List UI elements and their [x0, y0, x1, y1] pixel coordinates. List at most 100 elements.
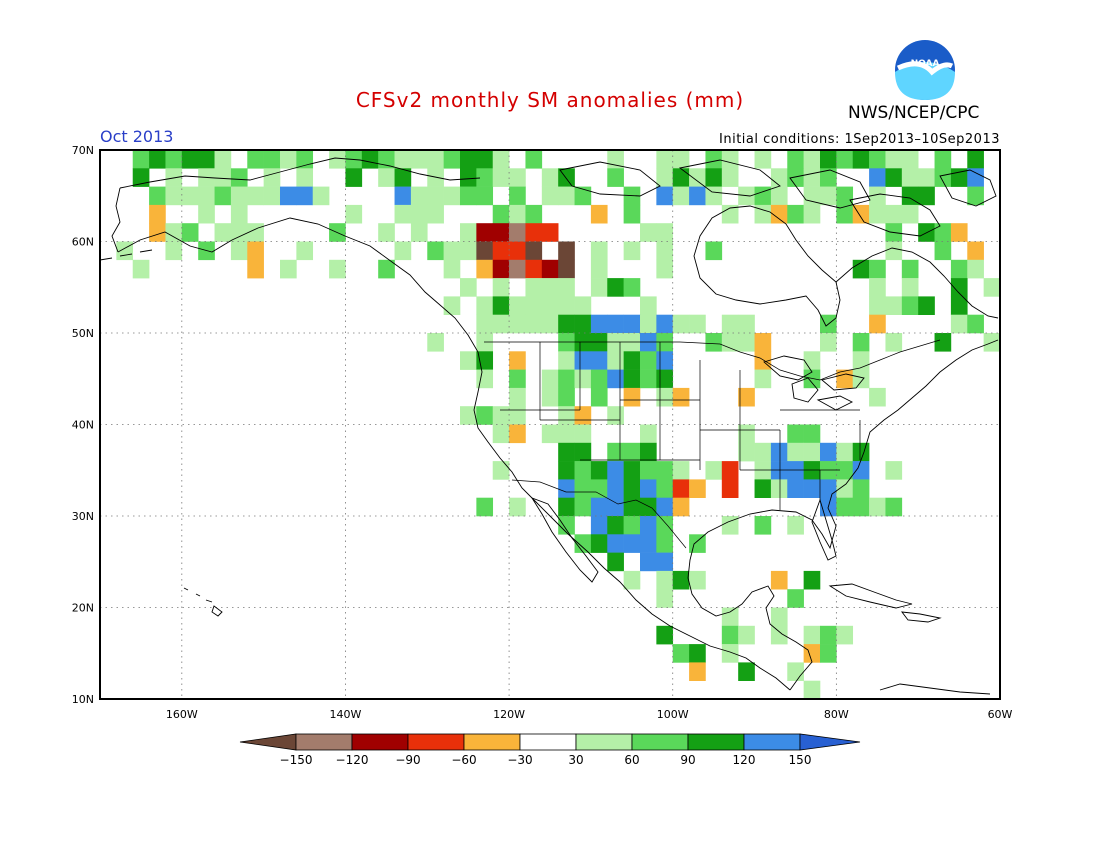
anomaly-cell [198, 150, 215, 169]
anomaly-cell [492, 296, 510, 315]
anomaly-cell [640, 479, 657, 498]
anomaly-cell [820, 479, 837, 498]
anomaly-cell [950, 314, 968, 334]
anomaly-cell [656, 552, 674, 572]
anomaly-cell [574, 406, 592, 425]
anomaly-cell [558, 186, 575, 206]
anomaly-cell [181, 186, 199, 206]
anomaly-cell [656, 625, 674, 645]
anomaly-cell [410, 204, 428, 224]
anomaly-cell [852, 369, 870, 389]
anomaly-cell [869, 314, 886, 334]
anomaly-cell [296, 241, 314, 261]
anomaly-cell [656, 497, 674, 517]
anomaly-cell [918, 296, 935, 315]
anomaly-cell [509, 424, 526, 444]
anomaly-cell [967, 186, 984, 206]
anomaly-cell [312, 186, 330, 206]
anomaly-cell [558, 479, 575, 498]
anomaly-cell [852, 497, 870, 517]
anomaly-cell [181, 223, 199, 242]
anomaly-cell [885, 241, 903, 261]
anomaly-cell [672, 168, 690, 187]
colorbar-label: −60 [451, 753, 476, 767]
anomaly-cell [754, 333, 772, 352]
longitude-tick-label: 160W [166, 708, 198, 721]
anomaly-cell [525, 150, 543, 169]
anomaly-cell [721, 333, 739, 352]
anomaly-cell [116, 241, 134, 261]
anomaly-cell [198, 204, 215, 224]
anomaly-cell [705, 150, 723, 169]
anomaly-cell [214, 223, 232, 242]
anomaly-cell [754, 186, 772, 206]
anomaly-cell [460, 278, 477, 297]
anomaly-cell [852, 150, 870, 169]
anomaly-cell [754, 150, 772, 169]
anomaly-cell [607, 351, 624, 370]
anomaly-cell [247, 186, 264, 206]
anomaly-cell [574, 351, 592, 370]
anomaly-cell [509, 186, 526, 206]
anomaly-cell [901, 278, 919, 297]
anomaly-cell [394, 186, 412, 206]
anomaly-cell [509, 296, 526, 315]
anomaly-cell [803, 424, 821, 444]
anomaly-cell [574, 186, 592, 206]
anomaly-cell [558, 424, 575, 444]
colorbar-label: 30 [568, 753, 583, 767]
anomaly-cell [345, 204, 363, 224]
anomaly-cell [476, 186, 494, 206]
anomaly-cell [885, 497, 903, 517]
anomaly-cell [754, 369, 772, 389]
anomaly-cell [509, 204, 526, 224]
anomaly-cell [672, 461, 690, 480]
anomaly-cell [820, 333, 837, 352]
anomaly-cell [623, 241, 641, 261]
anomaly-cell [934, 223, 952, 242]
anomaly-cell [492, 223, 510, 242]
anomaly-cell [656, 168, 674, 187]
color-bar: −150 −120 −90 −60 −30 30 60 90 120 150 [239, 733, 861, 767]
anomaly-cell [378, 223, 395, 242]
anomaly-cell [836, 204, 854, 224]
anomaly-cell [263, 168, 281, 187]
anomaly-cell [869, 186, 886, 206]
latitude-tick-label: 20N [72, 602, 94, 615]
anomaly-cell [869, 497, 886, 517]
anomaly-cell [607, 516, 624, 535]
anomaly-cell [672, 186, 690, 206]
anomaly-cell [509, 223, 526, 242]
anomaly-cell [132, 259, 150, 279]
colorbar-segment [575, 733, 633, 751]
anomaly-cell [541, 424, 559, 444]
anomaly-cell [689, 662, 706, 681]
anomaly-cell [427, 186, 444, 206]
anomaly-cell [640, 442, 657, 462]
anomaly-cell [836, 461, 854, 480]
anomaly-cell [656, 314, 674, 334]
anomaly-cell [460, 241, 477, 261]
anomaly-cell [541, 259, 559, 279]
anomaly-cell [329, 259, 346, 279]
colorbar-segment [463, 733, 521, 751]
coastlines [99, 157, 999, 695]
anomaly-cell [787, 204, 804, 224]
anomaly-cell [885, 150, 903, 169]
anomaly-cell [574, 296, 592, 315]
anomaly-cell [149, 186, 166, 206]
anomaly-cell [443, 186, 461, 206]
anomaly-cell [689, 168, 706, 187]
noaa-logo-text: NOAA [911, 59, 940, 69]
anomaly-cell [656, 259, 674, 279]
anomaly-cell [492, 314, 510, 334]
anomaly-cell [247, 150, 264, 169]
anomaly-cell [803, 204, 821, 224]
anomaly-cell [820, 150, 837, 169]
anomaly-cell [247, 223, 264, 242]
anomaly-cell [656, 150, 674, 169]
anomaly-cell [836, 150, 854, 169]
colorbar-label: 120 [733, 753, 756, 767]
anomaly-cell [247, 259, 264, 279]
